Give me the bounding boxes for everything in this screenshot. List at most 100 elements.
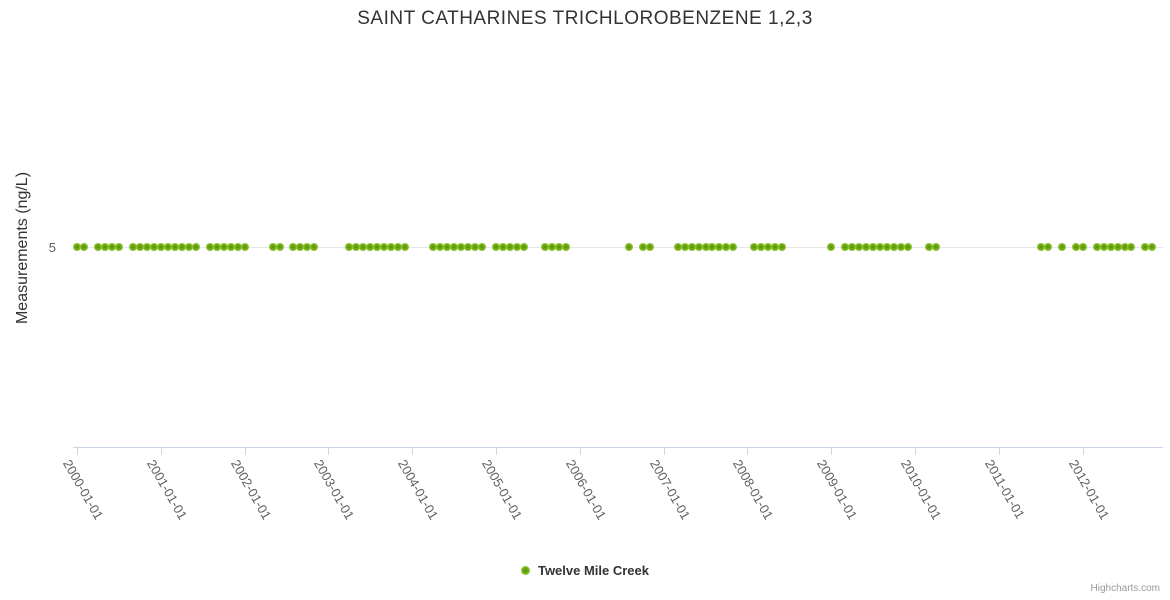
data-point[interactable]	[359, 243, 368, 251]
data-point[interactable]	[212, 243, 221, 251]
data-point[interactable]	[694, 243, 703, 251]
data-point[interactable]	[883, 243, 892, 251]
data-point[interactable]	[352, 243, 361, 251]
data-point[interactable]	[1036, 243, 1045, 251]
data-point[interactable]	[862, 243, 871, 251]
data-point[interactable]	[904, 243, 913, 251]
data-point[interactable]	[876, 243, 885, 251]
data-point[interactable]	[1043, 243, 1052, 251]
data-point[interactable]	[931, 243, 940, 251]
data-point[interactable]	[715, 243, 724, 251]
data-point[interactable]	[1071, 243, 1080, 251]
data-point[interactable]	[450, 243, 459, 251]
data-point[interactable]	[492, 243, 500, 251]
data-point[interactable]	[303, 243, 312, 251]
data-point[interactable]	[1113, 243, 1122, 251]
data-point[interactable]	[1078, 243, 1087, 251]
data-point[interactable]	[478, 243, 487, 251]
data-point[interactable]	[540, 243, 549, 251]
data-point[interactable]	[296, 243, 305, 251]
data-point[interactable]	[1120, 243, 1129, 251]
data-point[interactable]	[554, 243, 563, 251]
data-point[interactable]	[114, 243, 123, 251]
highcharts-credits-link[interactable]: Highcharts.com	[1090, 583, 1160, 594]
data-point[interactable]	[1148, 243, 1157, 251]
data-point[interactable]	[128, 243, 137, 251]
data-point[interactable]	[1057, 243, 1066, 251]
data-point[interactable]	[827, 243, 836, 251]
data-point[interactable]	[429, 243, 438, 251]
data-point[interactable]	[764, 243, 773, 251]
data-point[interactable]	[233, 243, 242, 251]
data-point[interactable]	[163, 243, 172, 251]
data-point[interactable]	[177, 243, 186, 251]
data-point[interactable]	[471, 243, 480, 251]
data-point[interactable]	[1106, 243, 1115, 251]
data-point[interactable]	[687, 243, 696, 251]
data-point[interactable]	[1127, 243, 1136, 251]
data-point[interactable]	[93, 243, 102, 251]
data-point[interactable]	[464, 243, 473, 251]
data-point[interactable]	[771, 243, 780, 251]
data-point[interactable]	[170, 243, 179, 251]
data-point[interactable]	[373, 243, 382, 251]
data-point[interactable]	[289, 243, 298, 251]
data-point[interactable]	[638, 243, 647, 251]
data-point[interactable]	[387, 243, 396, 251]
data-point[interactable]	[547, 243, 556, 251]
data-point[interactable]	[436, 243, 445, 251]
data-point[interactable]	[512, 243, 521, 251]
data-point[interactable]	[205, 243, 214, 251]
data-point[interactable]	[750, 243, 759, 251]
data-point[interactable]	[645, 243, 654, 251]
data-point[interactable]	[708, 243, 717, 251]
data-point[interactable]	[729, 243, 738, 251]
data-point[interactable]	[310, 243, 319, 251]
data-point[interactable]	[79, 243, 88, 251]
data-point[interactable]	[680, 243, 689, 251]
data-point[interactable]	[240, 243, 249, 251]
data-point[interactable]	[1141, 243, 1150, 251]
data-point[interactable]	[191, 243, 200, 251]
x-axis-tick-mark	[915, 448, 916, 455]
data-point[interactable]	[722, 243, 731, 251]
data-point[interactable]	[135, 243, 144, 251]
data-point[interactable]	[149, 243, 158, 251]
data-point[interactable]	[275, 243, 284, 251]
data-point[interactable]	[848, 243, 857, 251]
data-point[interactable]	[1099, 243, 1108, 251]
data-point[interactable]	[505, 243, 514, 251]
data-point[interactable]	[380, 243, 389, 251]
data-point[interactable]	[142, 243, 151, 251]
data-point[interactable]	[184, 243, 193, 251]
data-point[interactable]	[401, 243, 410, 251]
legend-item-twelve-mile-creek[interactable]: Twelve Mile Creek	[0, 563, 1170, 578]
data-point[interactable]	[897, 243, 906, 251]
data-point[interactable]	[100, 243, 109, 251]
data-point[interactable]	[841, 243, 850, 251]
data-point[interactable]	[156, 243, 165, 251]
data-point[interactable]	[73, 243, 81, 251]
data-point[interactable]	[107, 243, 116, 251]
data-point[interactable]	[457, 243, 466, 251]
data-point[interactable]	[345, 243, 354, 251]
data-point[interactable]	[869, 243, 878, 251]
data-point[interactable]	[226, 243, 235, 251]
data-point[interactable]	[924, 243, 933, 251]
data-point[interactable]	[624, 243, 633, 251]
data-point[interactable]	[1092, 243, 1101, 251]
data-point[interactable]	[366, 243, 375, 251]
data-point[interactable]	[890, 243, 899, 251]
data-point[interactable]	[673, 243, 682, 251]
data-point[interactable]	[394, 243, 403, 251]
data-point[interactable]	[855, 243, 864, 251]
data-point[interactable]	[561, 243, 570, 251]
data-point[interactable]	[519, 243, 528, 251]
data-point[interactable]	[219, 243, 228, 251]
data-point[interactable]	[443, 243, 452, 251]
data-point[interactable]	[757, 243, 766, 251]
data-point[interactable]	[268, 243, 277, 251]
data-point[interactable]	[498, 243, 507, 251]
data-point[interactable]	[778, 243, 787, 251]
data-point[interactable]	[701, 243, 710, 251]
